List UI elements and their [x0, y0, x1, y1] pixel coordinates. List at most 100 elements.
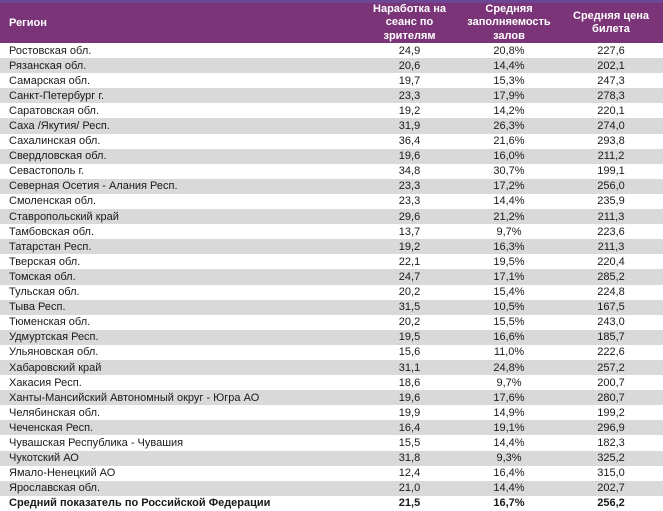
price-cell: 202,1: [597, 59, 625, 72]
region-cell: Тюменская обл.: [9, 316, 91, 329]
sessions-cell: 16,4: [398, 421, 421, 434]
region-cell: Сахалинская обл.: [9, 135, 101, 148]
region-cell: Татарстан Респ.: [9, 240, 92, 253]
occupancy-cell: 9,3%: [496, 452, 522, 465]
sessions-cell: 20,2: [398, 316, 421, 329]
price-cell: 285,2: [597, 270, 625, 283]
sessions-cell: 24,7: [398, 270, 421, 283]
price-cell: 199,1: [597, 165, 625, 178]
sessions-cell: 19,2: [398, 240, 421, 253]
occupancy-cell: 17,9%: [493, 89, 525, 102]
table-row: Тюменская обл. 20,2 15,5% 243,0: [0, 314, 663, 330]
table-row: Татарстан Респ. 19,2 16,3% 211,3: [0, 239, 663, 255]
sessions-cell: 31,8: [398, 452, 421, 465]
occupancy-cell: 17,1%: [493, 270, 525, 283]
sessions-cell: 19,6: [398, 391, 421, 404]
table-row: Хакасия Респ. 18,6 9,7% 200,7: [0, 375, 663, 391]
occupancy-cell: 14,4%: [493, 436, 525, 449]
table-row: Сахалинская обл. 36,4 21,6% 293,8: [0, 133, 663, 149]
region-cell: Чеченская Респ.: [9, 421, 94, 434]
table-row: Северная Осетия - Алания Респ. 23,3 17,2…: [0, 178, 663, 194]
table-row: Чувашская Республика - Чувашия 15,5 14,4…: [0, 435, 663, 451]
price-cell: 278,3: [597, 89, 625, 102]
table-row: Тверская обл. 22,1 19,5% 220,4: [0, 254, 663, 270]
price-cell: 243,0: [597, 316, 625, 329]
price-cell: 227,6: [597, 44, 625, 57]
region-cell: Санкт-Петербург г.: [9, 89, 105, 102]
region-cell: Ханты-Мансийский Автономный округ - Югра…: [9, 391, 260, 404]
column-header-occupancy: Средняя заполняемость залов: [467, 3, 551, 42]
summary-sessions-cell: 21,5: [398, 497, 421, 510]
region-cell: Томская обл.: [9, 270, 76, 283]
occupancy-cell: 16,0%: [493, 150, 525, 163]
region-cell: Ставропольский край: [9, 210, 119, 223]
occupancy-cell: 16,6%: [493, 331, 525, 344]
sessions-cell: 31,1: [398, 361, 421, 374]
occupancy-cell: 9,7%: [496, 376, 522, 389]
price-cell: 185,7: [597, 331, 625, 344]
occupancy-cell: 17,2%: [493, 180, 525, 193]
price-cell: 224,8: [597, 286, 625, 299]
sessions-cell: 31,9: [398, 120, 421, 133]
occupancy-cell: 14,9%: [493, 406, 525, 419]
sessions-cell: 19,6: [398, 150, 421, 163]
occupancy-cell: 30,7%: [493, 165, 525, 178]
table-row: Ханты-Мансийский Автономный округ - Югра…: [0, 390, 663, 406]
price-cell: 167,5: [597, 301, 625, 314]
occupancy-cell: 15,4%: [493, 286, 525, 299]
occupancy-cell: 17,6%: [493, 391, 525, 404]
occupancy-cell: 14,4%: [493, 195, 525, 208]
table-row: Ульяновская обл. 15,6 11,0% 222,6: [0, 344, 663, 360]
column-header-region: Регион: [9, 17, 47, 29]
column-header-price: Средняя цена билета: [573, 9, 649, 35]
price-cell: 211,3: [597, 240, 625, 253]
price-cell: 280,7: [597, 391, 625, 404]
region-cell: Хакасия Респ.: [9, 376, 82, 389]
region-cell: Смоленская обл.: [9, 195, 97, 208]
region-cell: Ростовская обл.: [9, 44, 92, 57]
occupancy-cell: 21,2%: [493, 210, 525, 223]
occupancy-cell: 15,3%: [493, 74, 525, 87]
table-row: Свердловская обл. 19,6 16,0% 211,2: [0, 148, 663, 164]
table-row: Тамбовская обл. 13,7 9,7% 223,6: [0, 224, 663, 240]
sessions-cell: 19,9: [398, 406, 421, 419]
region-cell: Челябинская обл.: [9, 406, 101, 419]
sessions-cell: 19,7: [398, 74, 421, 87]
occupancy-cell: 14,4%: [493, 482, 525, 495]
table-row: Рязанская обл. 20,6 14,4% 202,1: [0, 58, 663, 74]
sessions-cell: 23,3: [398, 180, 421, 193]
price-cell: 200,7: [597, 376, 625, 389]
price-cell: 315,0: [597, 467, 625, 480]
sessions-cell: 36,4: [398, 135, 421, 148]
region-cell: Чукотский АО: [9, 452, 79, 465]
sessions-cell: 12,4: [398, 467, 421, 480]
table-row: Ставропольский край 29,6 21,2% 211,3: [0, 209, 663, 225]
sessions-cell: 23,3: [398, 89, 421, 102]
occupancy-cell: 20,8%: [493, 44, 525, 57]
price-cell: 220,4: [597, 255, 625, 268]
occupancy-cell: 19,1%: [493, 421, 525, 434]
price-cell: 256,0: [597, 180, 625, 193]
occupancy-cell: 9,7%: [496, 225, 522, 238]
summary-row: Средний показатель по Российской Федерац…: [0, 495, 663, 511]
table-row: Тыва Респ. 31,5 10,5% 167,5: [0, 299, 663, 315]
table-row: Чеченская Респ. 16,4 19,1% 296,9: [0, 420, 663, 436]
table-row: Челябинская обл. 19,9 14,9% 199,2: [0, 405, 663, 421]
region-cell: Северная Осетия - Алания Респ.: [9, 180, 178, 193]
occupancy-cell: 21,6%: [493, 135, 525, 148]
occupancy-cell: 19,5%: [493, 255, 525, 268]
occupancy-cell: 11,0%: [493, 346, 525, 359]
sessions-cell: 20,6: [398, 59, 421, 72]
sessions-cell: 24,9: [398, 44, 421, 57]
sessions-cell: 13,7: [398, 225, 421, 238]
table-row: Самарская обл. 19,7 15,3% 247,3: [0, 73, 663, 89]
table-top-accent-strip: [0, 0, 663, 3]
table-row: Саха /Якутия/ Респ. 31,9 26,3% 274,0: [0, 118, 663, 134]
price-cell: 220,1: [597, 104, 625, 117]
sessions-cell: 20,2: [398, 286, 421, 299]
region-cell: Саха /Якутия/ Респ.: [9, 120, 110, 133]
sessions-cell: 19,2: [398, 104, 421, 117]
region-cell: Ямало-Ненецкий АО: [9, 467, 116, 480]
region-cell: Свердловская обл.: [9, 150, 107, 163]
region-cell: Рязанская обл.: [9, 59, 87, 72]
